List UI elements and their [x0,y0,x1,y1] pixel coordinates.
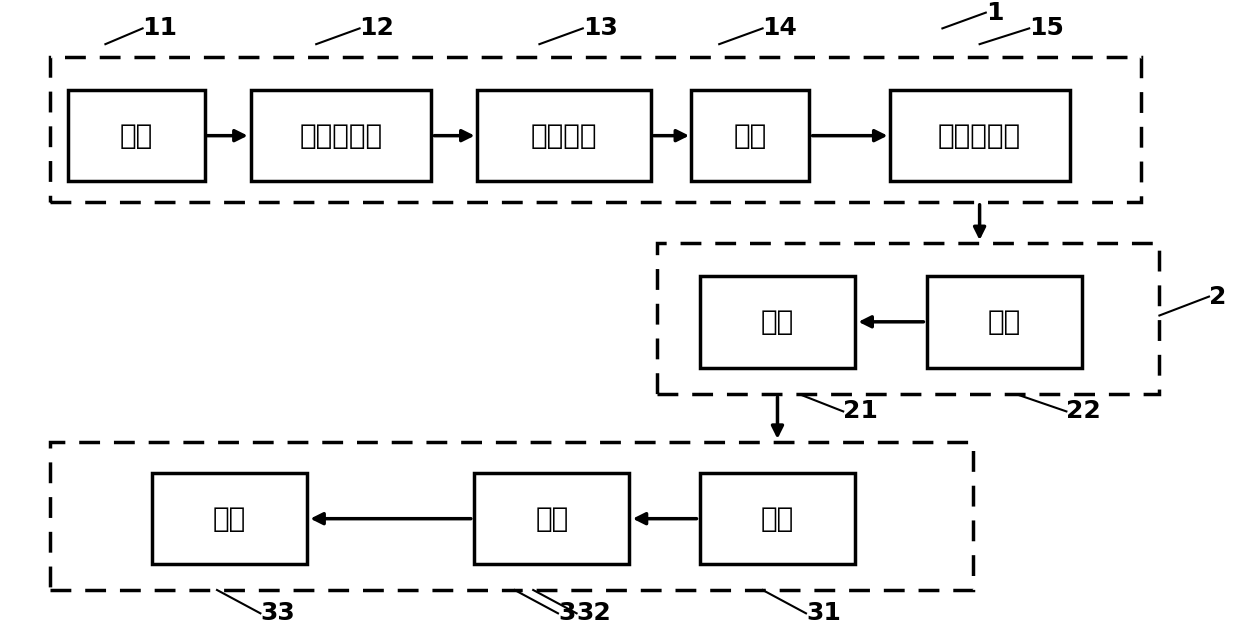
Text: 2: 2 [1209,285,1226,309]
Text: 安装: 安装 [761,505,794,533]
Bar [890,90,1069,181]
Bar [699,473,856,564]
Text: 12: 12 [360,16,394,40]
Bar [699,276,856,367]
Bar [657,243,1159,394]
Text: 13: 13 [583,16,618,40]
Text: 11: 11 [143,16,177,40]
Text: 1: 1 [986,1,1003,25]
Text: 31: 31 [806,601,841,625]
Text: 15: 15 [1029,16,1064,40]
Text: 判断: 判断 [734,122,766,150]
Text: 32: 32 [577,601,611,625]
Text: 3: 3 [558,601,575,625]
Text: 标记: 标记 [120,122,153,150]
Bar [50,57,1141,202]
Bar [474,473,630,564]
Bar [928,276,1081,367]
Text: 测量: 测量 [988,308,1021,336]
Text: 施加装置: 施加装置 [531,122,598,150]
Bar [692,90,808,181]
Text: 固定: 固定 [536,505,568,533]
Bar [250,90,432,181]
Bar [151,473,306,564]
Bar [50,442,973,590]
Text: 卡扣: 卡扣 [213,505,246,533]
Text: 14: 14 [763,16,797,40]
Bar [477,90,651,181]
Text: 第二次拆卸: 第二次拆卸 [937,122,1022,150]
Text: 校正: 校正 [761,308,794,336]
Text: 22: 22 [1066,399,1101,423]
Text: 第一次拆卸: 第一次拆卸 [299,122,383,150]
Bar [68,90,205,181]
Text: 21: 21 [843,399,878,423]
Text: 33: 33 [260,601,295,625]
